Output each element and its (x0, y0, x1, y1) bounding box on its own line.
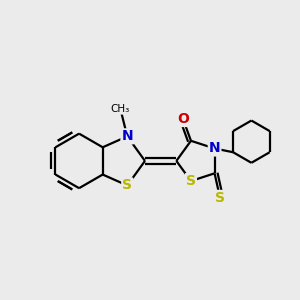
Text: CH₃: CH₃ (111, 104, 130, 114)
Text: S: S (215, 191, 225, 205)
Text: S: S (122, 178, 132, 193)
Text: O: O (177, 112, 189, 126)
Text: N: N (209, 142, 220, 155)
Text: N: N (122, 129, 133, 143)
Text: S: S (186, 174, 196, 188)
